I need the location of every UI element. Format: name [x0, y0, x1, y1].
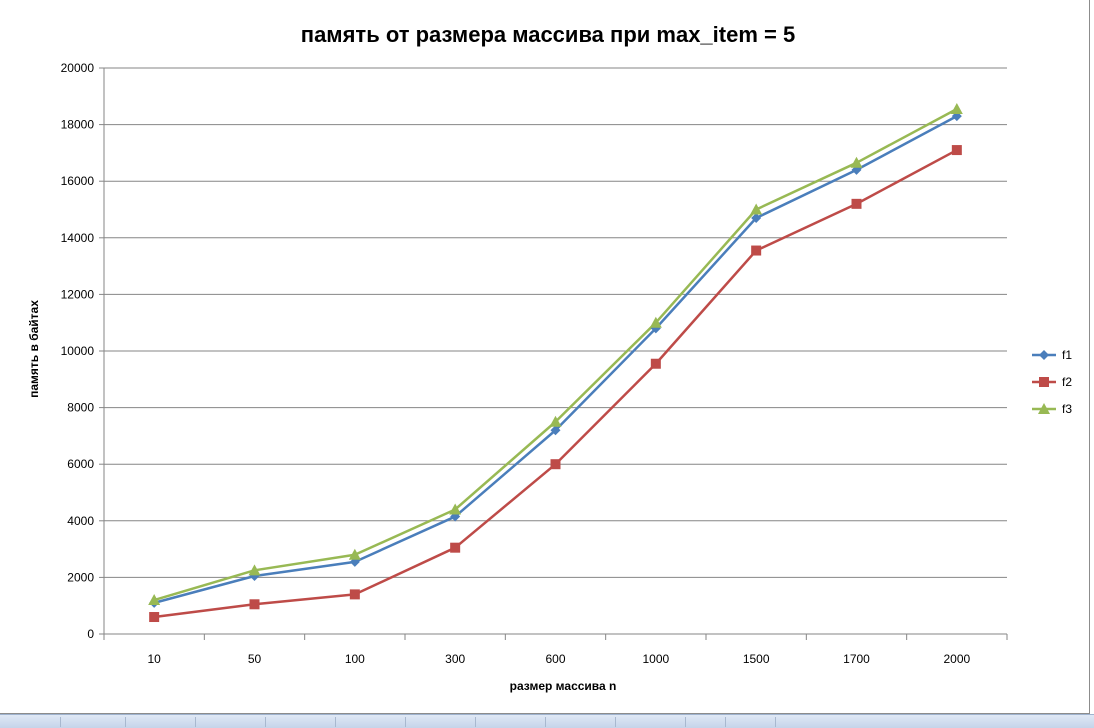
y-tick-label: 16000 — [61, 174, 95, 188]
y-tick-label: 10000 — [61, 344, 95, 358]
x-tick-label: 10 — [147, 652, 161, 666]
y-tick-label: 18000 — [61, 118, 95, 132]
legend-label-f2: f2 — [1062, 375, 1072, 389]
y-tick-label: 20000 — [61, 61, 95, 75]
y-tick-label: 6000 — [67, 457, 94, 471]
x-tick-label: 600 — [545, 652, 565, 666]
series-line-f3 — [153, 107, 958, 602]
y-tick-label: 4000 — [67, 514, 94, 528]
chart-frame: память от размера массива при max_item =… — [0, 0, 1090, 714]
data-point-f3 — [148, 594, 161, 606]
legend-marker-f2 — [1039, 377, 1049, 387]
x-tick-label: 100 — [345, 652, 365, 666]
data-point-f3 — [649, 316, 662, 328]
data-point-f2 — [751, 245, 762, 256]
data-point-f1 — [751, 212, 762, 223]
data-point-f3 — [248, 564, 261, 576]
x-tick-label: 2000 — [943, 652, 970, 666]
legend-marker-f3 — [1038, 403, 1050, 414]
data-point-f3 — [850, 156, 863, 168]
series-lines — [153, 107, 958, 619]
data-point-f2 — [951, 145, 962, 156]
y-tick-label: 8000 — [67, 401, 94, 415]
y-tick-label: 0 — [87, 627, 94, 641]
data-point-f2 — [650, 358, 661, 369]
y-tick-label: 2000 — [67, 570, 94, 584]
y-tick-labels: 0 2000 4000 6000 8000 10000 12000 14000 16000 180… — [61, 61, 95, 641]
chart-svg: память от размера массива при max_item =… — [27, 22, 1072, 693]
axes — [99, 67, 1008, 640]
window-bottom-strip — [0, 714, 1094, 728]
x-tick-label: 300 — [445, 652, 465, 666]
series-line-f1 — [153, 115, 958, 605]
data-point-f2 — [550, 459, 561, 470]
data-point-f2 — [149, 612, 160, 623]
data-point-f3 — [750, 203, 763, 215]
y-axis-title: память в байтах — [27, 300, 41, 398]
data-point-f3 — [549, 415, 562, 427]
legend-label-f3: f3 — [1062, 402, 1072, 416]
x-axis-title: размер массива n — [510, 679, 617, 693]
legend: f1 f2 f3 — [1032, 348, 1072, 416]
data-point-f3 — [449, 503, 462, 515]
x-tick-label: 1500 — [743, 652, 770, 666]
legend-label-f1: f1 — [1062, 348, 1072, 362]
grid-lines — [104, 67, 1007, 578]
legend-marker-f1 — [1039, 350, 1049, 360]
y-tick-label: 12000 — [61, 287, 95, 301]
y-tick-label: 14000 — [61, 231, 95, 245]
series-markers — [148, 103, 963, 623]
data-point-f1 — [550, 425, 561, 436]
data-point-f2 — [450, 542, 461, 553]
series-line-f2 — [154, 148, 958, 619]
data-point-f3 — [348, 548, 361, 560]
chart-title: память от размера массива при max_item =… — [301, 22, 795, 47]
x-tick-label: 1000 — [642, 652, 669, 666]
x-tick-label: 50 — [248, 652, 262, 666]
x-tick-label: 1700 — [843, 652, 870, 666]
data-point-f2 — [851, 198, 862, 209]
data-point-f2 — [249, 599, 260, 610]
x-tick-labels: 10 50 100 300 600 1000 1500 1700 2000 — [147, 652, 970, 666]
data-point-f2 — [349, 589, 360, 600]
data-point-f3 — [950, 103, 963, 115]
